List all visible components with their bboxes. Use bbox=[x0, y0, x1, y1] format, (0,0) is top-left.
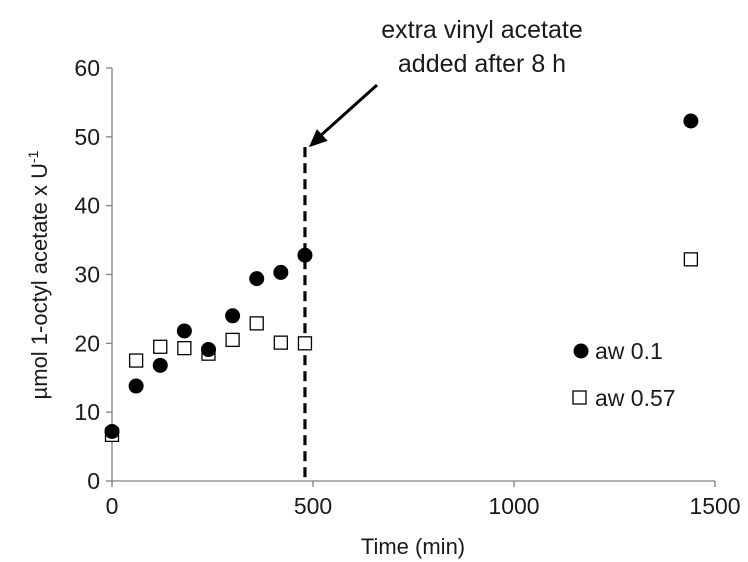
point-aw-0-57 bbox=[225, 332, 240, 348]
y-tick-label: 50 bbox=[74, 124, 100, 150]
annotation-arrow-shaft bbox=[318, 83, 379, 138]
x-axis-title: Time (min) bbox=[361, 534, 465, 559]
legend-marker-aw-0-1 bbox=[573, 343, 589, 359]
x-tick-label: 0 bbox=[106, 493, 119, 519]
y-tick-label: 20 bbox=[74, 330, 100, 356]
data-points bbox=[104, 113, 699, 443]
legend-label-aw-0-57: aw 0.57 bbox=[595, 385, 676, 411]
point-aw-0-1 bbox=[104, 423, 120, 439]
annotation-arrow-head bbox=[308, 129, 328, 148]
annotation-line-1: extra vinyl acetate bbox=[381, 16, 583, 44]
point-aw-0-1 bbox=[152, 357, 168, 373]
point-aw-0-57 bbox=[177, 341, 192, 356]
point-aw-0-1 bbox=[273, 264, 289, 280]
point-aw-0-1 bbox=[200, 342, 216, 358]
annotation-line-2: added after 8 h bbox=[398, 50, 566, 78]
y-tick-label: 30 bbox=[74, 262, 100, 288]
point-aw-0-1 bbox=[128, 378, 144, 394]
y-axis-title: µmol 1-octyl acetate x U-1 bbox=[25, 150, 52, 399]
y-axis-title-main: µmol 1-octyl acetate x U bbox=[27, 163, 52, 399]
y-tick-label: 40 bbox=[74, 193, 100, 219]
point-aw-0-57 bbox=[153, 339, 168, 354]
x-tick-label: 1500 bbox=[689, 493, 740, 519]
legend-marker-aw-0-57 bbox=[572, 390, 587, 405]
y-tick-label: 0 bbox=[87, 468, 100, 494]
point-aw-0-57 bbox=[683, 252, 699, 267]
point-aw-0-1 bbox=[225, 308, 241, 324]
legend: aw 0.1 aw 0.57 bbox=[572, 338, 676, 411]
y-tick-label: 10 bbox=[74, 399, 100, 425]
point-aw-0-57 bbox=[297, 336, 313, 351]
point-aw-0-1 bbox=[176, 323, 192, 339]
y-tick-label: 60 bbox=[74, 55, 100, 81]
point-aw-0-57 bbox=[249, 316, 264, 331]
tick-labels: 0 500 1000 1500 0 10 20 30 40 50 60 bbox=[74, 55, 740, 519]
axes bbox=[106, 67, 716, 487]
x-tick-label: 500 bbox=[294, 493, 332, 519]
point-aw-0-57 bbox=[273, 335, 288, 350]
point-aw-0-1 bbox=[683, 113, 699, 129]
point-aw-0-1 bbox=[249, 271, 265, 287]
point-aw-0-1 bbox=[297, 247, 313, 263]
legend-label-aw-0-1: aw 0.1 bbox=[595, 338, 663, 364]
x-tick-label: 1000 bbox=[488, 493, 539, 519]
y-axis-title-superscript: -1 bbox=[25, 150, 41, 163]
annotation: extra vinyl acetate added after 8 h bbox=[303, 16, 583, 481]
point-aw-0-57 bbox=[128, 353, 144, 368]
